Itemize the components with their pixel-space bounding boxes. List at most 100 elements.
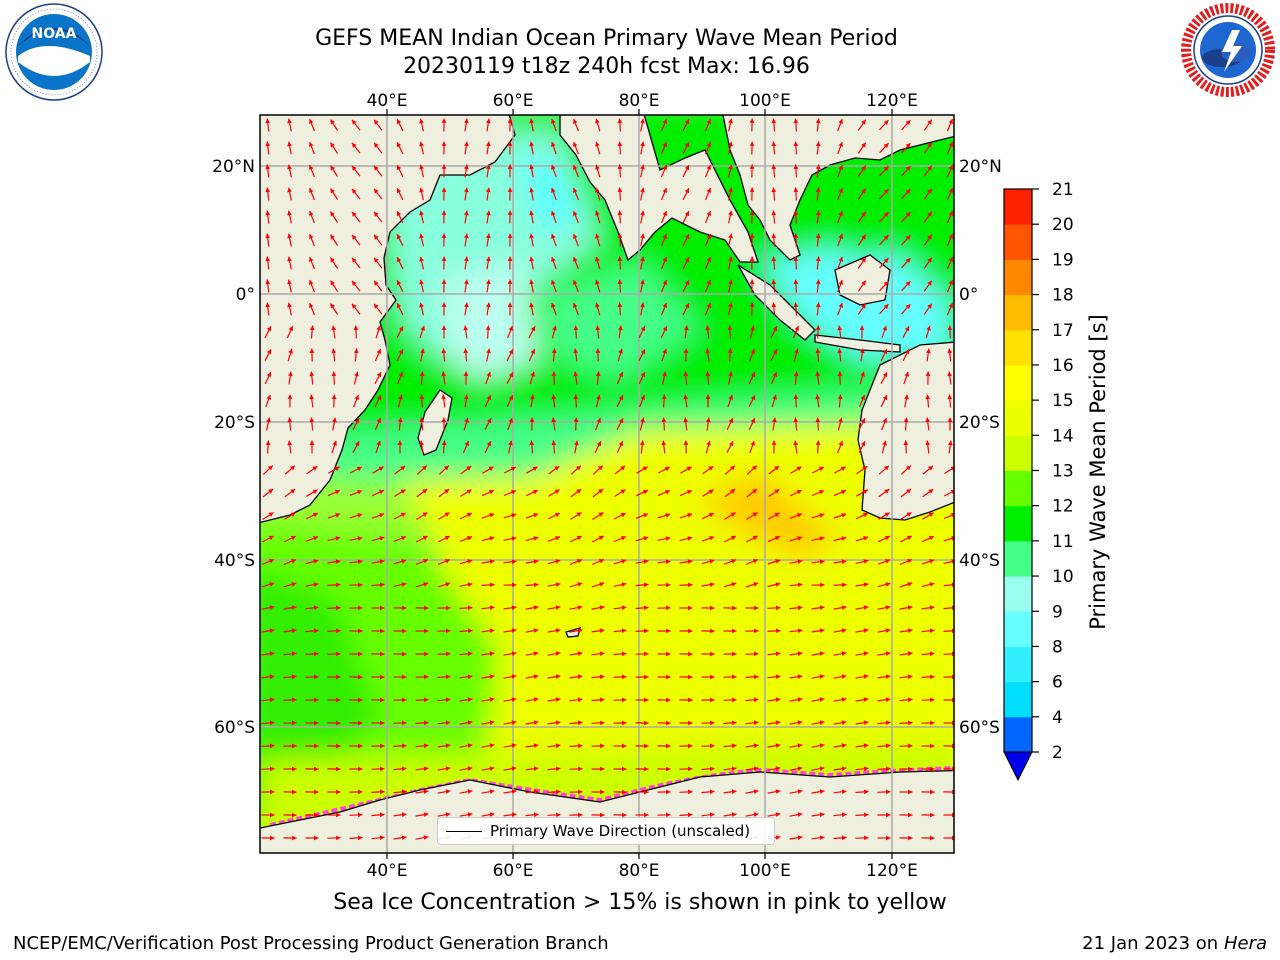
wave-arrow-head xyxy=(268,535,274,541)
wave-arrow-head xyxy=(533,697,539,702)
wave-arrow-head xyxy=(728,141,733,147)
wave-arrow-head xyxy=(815,348,821,354)
wave-arrow-head xyxy=(486,395,492,401)
wave-arrow-head xyxy=(485,233,491,239)
wave-arrow-head xyxy=(815,279,821,285)
wave-arrow-head xyxy=(841,536,847,541)
wave-arrow-head xyxy=(883,166,889,172)
wave-arrow-head xyxy=(819,812,825,818)
wave-arrow-head xyxy=(842,582,847,588)
wave-arrow-head xyxy=(529,210,534,216)
wave-arrow-head xyxy=(797,674,803,679)
wave-arrow-head xyxy=(573,417,579,422)
wave-arrow-head xyxy=(618,441,624,447)
wave-arrow-head xyxy=(925,394,931,400)
wave-arrow-head xyxy=(731,559,737,564)
wave-arrow-head xyxy=(573,119,578,124)
lon-label-top-100e: 100°E xyxy=(739,91,791,111)
wave-arrow-head xyxy=(265,302,271,308)
wave-arrow-head xyxy=(419,394,425,399)
wave-arrow-head xyxy=(683,348,689,353)
wave-arrow-head xyxy=(529,256,534,262)
wave-arrow-head xyxy=(863,582,869,587)
wave-arrow-head xyxy=(466,466,472,471)
wave-arrow-head xyxy=(640,395,645,400)
wave-arrow-head xyxy=(444,489,450,494)
wave-arrow-head xyxy=(706,303,711,308)
wave-arrow-head xyxy=(265,279,271,285)
wave-arrow-head xyxy=(330,211,335,217)
wave-arrow-head xyxy=(684,303,690,309)
wave-arrow-head xyxy=(309,440,315,445)
wave-arrow-head xyxy=(797,559,803,564)
colorbar-cell xyxy=(1004,576,1032,612)
wave-arrow-head xyxy=(533,651,539,656)
wave-arrow-head xyxy=(445,582,451,587)
wave-arrow-head xyxy=(555,743,561,749)
wave-arrow-head xyxy=(511,743,517,748)
wave-arrow-head xyxy=(706,211,711,216)
wave-arrow-head xyxy=(684,142,690,148)
wave-arrow-head xyxy=(511,766,517,771)
wave-arrow-head xyxy=(687,536,693,541)
wave-arrow-head xyxy=(863,743,869,749)
wave-arrow-head xyxy=(666,651,671,657)
wave-arrow-head xyxy=(330,303,335,309)
wave-arrow-head xyxy=(595,118,600,124)
wave-arrow-head xyxy=(750,418,756,424)
wave-arrow-head xyxy=(576,489,582,494)
wave-arrow-head xyxy=(732,651,737,657)
wave-arrow-head xyxy=(665,536,671,541)
colorbar-tick-label: 2 xyxy=(1052,743,1063,763)
wave-arrow-head xyxy=(706,257,711,262)
wave-arrow-head xyxy=(314,835,319,841)
wave-arrow-head xyxy=(885,720,891,726)
wave-arrow-head xyxy=(684,280,690,286)
wave-arrow-head xyxy=(511,628,517,633)
wave-arrow-head xyxy=(268,512,274,517)
wave-arrow-head xyxy=(863,559,869,564)
wave-arrow-head xyxy=(287,279,292,285)
wave-arrow-head xyxy=(793,394,799,399)
wave-arrow-head xyxy=(906,535,912,541)
wave-arrow-head xyxy=(905,281,911,286)
colorbar-cell xyxy=(1004,224,1032,260)
colorbar-tick-label: 17 xyxy=(1052,321,1074,341)
wave-arrow-head xyxy=(374,303,379,309)
wave-arrow-head xyxy=(815,118,821,124)
wave-arrow-head xyxy=(380,766,385,772)
wave-arrow-head xyxy=(665,513,671,518)
wave-arrow-head xyxy=(622,720,627,726)
wave-arrow-head xyxy=(771,302,777,308)
wave-arrow-head xyxy=(730,489,736,494)
wave-arrow-head xyxy=(554,512,560,518)
wave-arrow-head xyxy=(947,325,953,330)
colorbar-tick-label: 18 xyxy=(1052,286,1074,306)
wave-arrow-head xyxy=(485,141,491,147)
wave-arrow-head xyxy=(467,536,472,541)
wave-arrow-head xyxy=(335,513,341,518)
wave-arrow-head xyxy=(529,164,534,170)
wave-arrow-head xyxy=(445,697,451,703)
wave-arrow-head xyxy=(907,628,913,633)
wave-arrow-head xyxy=(662,348,667,354)
wave-arrow-head xyxy=(507,233,513,238)
wave-arrow-head xyxy=(815,302,821,308)
wave-arrow-head xyxy=(838,417,843,423)
colorbar-under-arrow xyxy=(1003,751,1033,782)
colorbar-cell xyxy=(1004,435,1032,471)
wave-arrow-head xyxy=(292,812,297,818)
wave-arrow-head xyxy=(864,835,869,841)
wave-arrow-head xyxy=(309,188,314,193)
wave-arrow-head xyxy=(358,835,363,841)
wave-arrow-head xyxy=(269,674,275,680)
wave-arrow-head xyxy=(595,233,600,239)
wave-arrow-head xyxy=(598,489,604,494)
wave-arrow-head xyxy=(794,325,799,331)
wave-arrow-head xyxy=(467,582,473,587)
wave-arrow-head xyxy=(906,489,912,494)
wave-arrow-head xyxy=(797,835,803,840)
wave-arrow-head xyxy=(731,743,737,749)
wave-arrow-head xyxy=(794,348,799,354)
wave-arrow-head xyxy=(464,441,469,446)
